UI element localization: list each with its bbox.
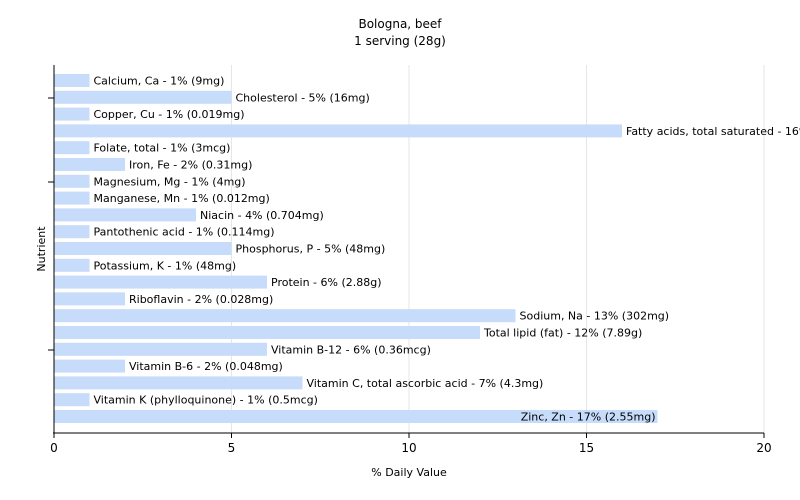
bar-label: Total lipid (fat) - 12% (7.89g) (483, 327, 642, 340)
bar-label: Pantothenic acid - 1% (0.114mg) (94, 226, 275, 239)
y-axis-label: Nutrient (35, 226, 48, 272)
bar (54, 258, 90, 272)
bar (54, 326, 480, 339)
bar-label: Riboflavin - 2% (0.028mg) (129, 293, 273, 306)
bar-label: Iron, Fe - 2% (0.31mg) (129, 159, 252, 172)
bar-label: Vitamin B-12 - 6% (0.36mcg) (271, 343, 431, 356)
bar-label: Protein - 6% (2.88g) (271, 276, 382, 289)
bar (54, 242, 232, 255)
x-tick-label: 10 (401, 441, 416, 455)
bar (54, 342, 267, 356)
bar (54, 90, 232, 104)
bar-label: Copper, Cu - 1% (0.019mg) (94, 108, 245, 121)
x-tick-label: 20 (756, 441, 771, 455)
bar (54, 359, 125, 373)
bar (54, 225, 90, 239)
bar (54, 410, 658, 423)
bar (54, 292, 125, 306)
bar-label: Vitamin C, total ascorbic acid - 7% (4.3… (307, 377, 544, 390)
bar-label: Manganese, Mn - 1% (0.012mg) (94, 192, 270, 205)
bar (54, 191, 90, 205)
bar-label: Potassium, K - 1% (48mg) (94, 259, 237, 272)
bar (54, 309, 516, 323)
bar-label: Zinc, Zn - 17% (2.55mg) (521, 411, 656, 424)
bar (54, 275, 267, 289)
bar-label: Calcium, Ca - 1% (9mg) (94, 75, 225, 88)
chart-subtitle: 1 serving (28g) (354, 34, 446, 48)
bars: Calcium, Ca - 1% (9mg) Cholesterol - 5% (… (54, 74, 800, 424)
axes: 0 5 10 15 20 (48, 65, 772, 455)
bar-label: Folate, total - 1% (3mcg) (94, 142, 231, 155)
bar-label: Sodium, Na - 13% (302mg) (520, 310, 670, 323)
bar-label: Vitamin B-6 - 2% (0.048mg) (129, 360, 283, 373)
bar-label: Phosphorus, P - 5% (48mg) (236, 243, 386, 256)
bar (54, 124, 622, 138)
bar (54, 107, 90, 121)
bar (54, 74, 90, 87)
bar-label: Magnesium, Mg - 1% (4mg) (94, 175, 246, 188)
chart-title: Bologna, beef (358, 17, 442, 31)
bar (54, 208, 196, 222)
bar-label: Vitamin K (phylloquinone) - 1% (0.5mcg) (94, 394, 318, 407)
bar-label: Niacin - 4% (0.704mg) (200, 209, 324, 222)
x-axis-label: % Daily Value (371, 466, 447, 479)
bar (54, 158, 125, 171)
bar-label: Fatty acids, total saturated - 16% (3.11… (626, 125, 800, 138)
bar (54, 376, 303, 390)
bar (54, 174, 90, 188)
x-tick-label: 0 (50, 441, 58, 455)
bar (54, 141, 90, 155)
x-tick-label: 15 (579, 441, 594, 455)
x-tick-label: 5 (228, 441, 236, 455)
bar-label: Cholesterol - 5% (16mg) (236, 91, 370, 104)
bar (54, 393, 90, 407)
